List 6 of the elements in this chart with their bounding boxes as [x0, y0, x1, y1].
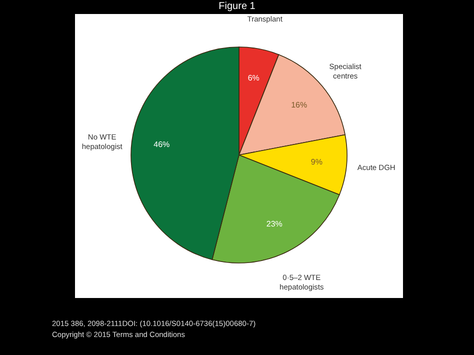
data-label: 16% [291, 100, 308, 110]
chart-title: Figure 1 [218, 1, 256, 13]
data-label: 46% [154, 140, 170, 150]
data-label: 9% [310, 157, 322, 166]
data-label: 6% [248, 73, 260, 82]
data-label: 23% [266, 220, 282, 228]
